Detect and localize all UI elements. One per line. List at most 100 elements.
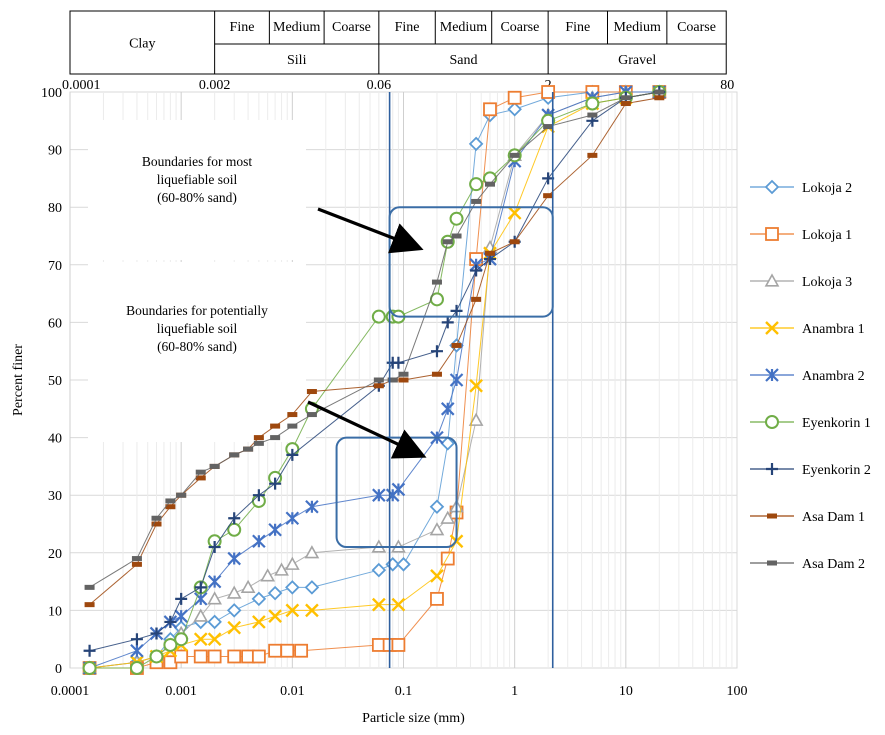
data-point <box>429 499 445 514</box>
annotation-text: Boundaries for most <box>142 154 252 169</box>
header-frame <box>69 10 727 75</box>
data-point <box>391 638 406 652</box>
data-point <box>270 435 281 441</box>
legend-item: Asa Dam 2 <box>750 557 865 572</box>
data-point <box>509 152 520 158</box>
data-point <box>227 522 242 537</box>
x-tick-label: 0.001 <box>165 684 197 699</box>
top-scale-label: 0.0001 <box>62 78 101 93</box>
data-point <box>268 643 283 658</box>
data-point <box>765 368 779 382</box>
data-point <box>207 591 222 605</box>
x-tick-label: 1 <box>511 684 518 699</box>
legend-label: Asa Dam 1 <box>802 510 865 525</box>
data-point <box>509 239 520 245</box>
data-point <box>387 377 398 383</box>
header-group-label: Sand <box>449 53 477 68</box>
y-tick-label: 60 <box>48 316 62 331</box>
y-tick-label: 30 <box>48 489 62 504</box>
data-point <box>471 198 482 204</box>
data-point <box>767 513 777 519</box>
data-point <box>468 136 484 152</box>
data-point <box>304 580 320 595</box>
legend-item: Eyenkorin 1 <box>750 415 871 431</box>
annotation-text: Boundaries for potentially <box>126 303 268 318</box>
legend-label: Lokoja 3 <box>802 275 852 290</box>
data-point <box>430 345 443 358</box>
x-tick-label: 0.01 <box>280 684 305 699</box>
data-point <box>174 632 189 647</box>
x-tick-label: 100 <box>727 684 748 699</box>
data-point <box>373 377 384 383</box>
data-point <box>268 522 282 537</box>
y-axis-title: Percent finer <box>11 344 26 416</box>
header-sub-label: Fine <box>395 20 420 35</box>
data-point <box>305 603 319 618</box>
legend-item: Lokoja 1 <box>750 227 852 243</box>
data-point <box>373 383 384 389</box>
annotation-text: liquefiable soil <box>157 321 238 336</box>
data-point <box>485 181 496 187</box>
data-point <box>392 356 405 369</box>
data-point <box>165 498 176 504</box>
data-point <box>252 489 265 502</box>
data-point <box>585 96 600 111</box>
data-point <box>285 603 300 618</box>
header-group-label: Sili <box>287 53 307 68</box>
data-point <box>285 580 300 595</box>
data-point <box>543 193 554 199</box>
data-point <box>468 412 484 426</box>
data-point <box>174 609 188 623</box>
data-point <box>260 568 276 582</box>
data-point <box>431 279 442 285</box>
x-tick-label: 10 <box>619 684 633 699</box>
data-point <box>654 89 665 95</box>
data-point <box>165 504 176 510</box>
x-tick-label: 0.0001 <box>51 684 90 699</box>
data-point <box>176 492 187 498</box>
data-point <box>130 633 143 646</box>
data-point <box>129 661 144 675</box>
data-point <box>620 101 631 107</box>
data-point <box>440 551 455 566</box>
liquefaction-box <box>388 206 554 318</box>
data-point <box>371 309 386 324</box>
data-point <box>193 649 208 664</box>
data-point <box>305 499 319 514</box>
data-point <box>269 477 282 490</box>
data-point <box>229 452 240 458</box>
data-point <box>193 592 208 606</box>
data-point <box>429 522 445 536</box>
data-point <box>83 644 96 657</box>
data-point <box>285 511 300 526</box>
data-point <box>430 568 444 583</box>
data-point <box>280 643 295 658</box>
data-point <box>451 342 462 348</box>
data-point <box>243 446 254 452</box>
data-point <box>287 412 298 418</box>
header-sub-label: Coarse <box>500 20 539 35</box>
data-point <box>252 615 266 629</box>
annotation-panel <box>88 120 306 260</box>
annotation-arrow <box>317 207 424 254</box>
data-point <box>449 211 464 226</box>
data-point <box>284 556 300 570</box>
y-tick-label: 50 <box>48 374 62 389</box>
data-point <box>304 545 320 559</box>
data-point <box>507 90 522 105</box>
data-point <box>507 206 522 220</box>
legend-label: Anambra 1 <box>802 322 865 337</box>
data-point <box>251 591 267 607</box>
y-tick-label: 40 <box>48 432 62 447</box>
data-point <box>372 488 386 502</box>
header-sub-label: Fine <box>565 20 590 35</box>
legend-item: Lokoja 2 <box>750 179 852 196</box>
data-point <box>228 512 241 525</box>
legend-item: Anambra 2 <box>750 368 865 384</box>
data-point <box>391 597 406 612</box>
x-axis-title: Particle size (mm) <box>362 711 465 726</box>
annotation-text: (60-80% sand) <box>157 339 237 354</box>
header-sub-label: Coarse <box>677 20 716 35</box>
y-tick-label: 70 <box>48 259 62 274</box>
data-point <box>442 239 453 245</box>
